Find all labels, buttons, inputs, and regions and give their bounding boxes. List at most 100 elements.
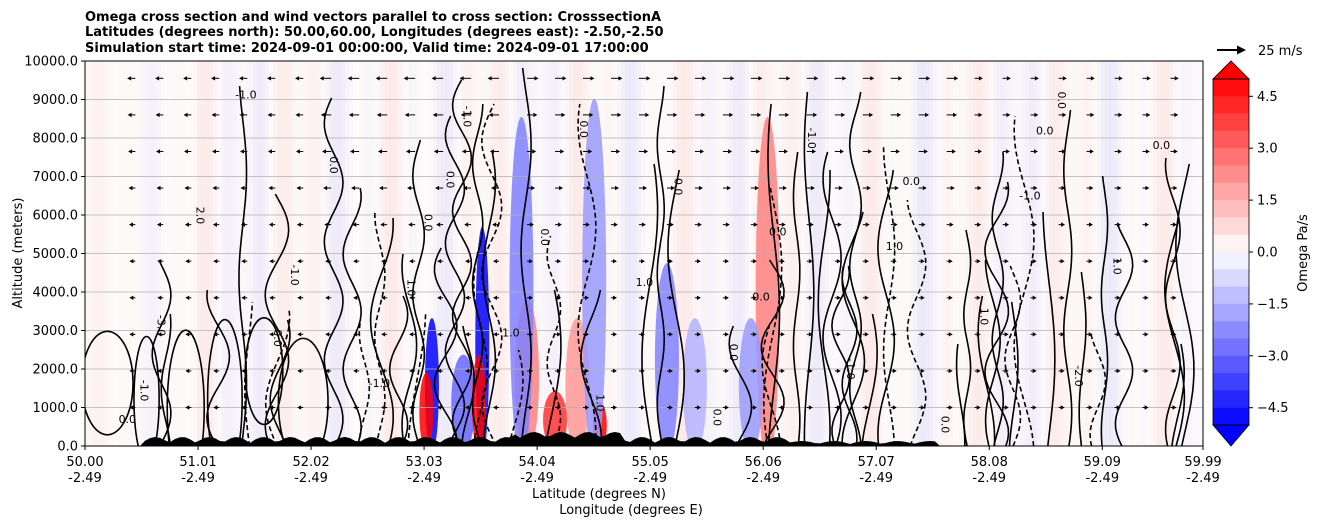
y-tick-label: 6000.0 [33,209,79,224]
wind-vector-head [1005,222,1010,227]
wind-vector-head [925,112,930,118]
wind-vector-head [1116,295,1121,300]
wind-vector-head [696,259,701,264]
wind-vector-head [347,76,352,81]
wind-vector-head [268,185,273,191]
contour-line [760,259,785,446]
wind-vector-head [463,185,468,191]
wind-vector-head [926,76,931,81]
wind-vector-head [948,405,953,410]
x-tick-label-longitude: -2.49 [746,471,780,486]
wind-vector-head [213,259,218,264]
contour-line [401,253,418,446]
contour-label: 1.0 [594,394,607,412]
contour-line [1164,157,1181,446]
wind-vector-head [1005,149,1010,154]
wind-vector-head [948,259,953,264]
wind-vector-head [432,112,437,118]
x-tick-label-latitude: 57.07 [858,455,895,470]
contour-line [962,229,972,446]
contour-line [877,169,896,446]
wind-vector-head [1004,405,1009,410]
wind-vector-head [951,149,956,154]
wind-vector-head [1033,222,1038,227]
wind-vector-head [1032,368,1037,374]
wind-vector-head [729,112,734,118]
contour-label: 0.0 [769,226,787,239]
wind-vector-head [465,368,470,374]
contour-line [444,115,466,446]
contour-line [848,91,863,446]
wind-vector-head [808,368,813,374]
wind-vector-head [322,149,327,154]
wind-vector-head [437,405,442,410]
wind-vector-head [808,332,813,337]
wind-vector-head [239,112,244,118]
wind-vector-head [465,295,470,300]
wind-vector-head [814,76,819,81]
wind-vector-head [1060,259,1065,264]
contour-line [656,85,666,446]
contour-label: 0.0 [1036,125,1054,138]
wind-vector-head [157,259,162,264]
wind-vector-head [836,332,841,337]
contour-label: 1.0 [502,327,520,340]
contour-line [151,259,172,446]
wind-vector-head [920,368,925,374]
wind-vector-head [1033,149,1038,154]
contour-line [482,151,497,446]
contour-line [206,318,243,446]
wind-vector-head [953,112,958,118]
wind-vector-head [489,149,494,154]
contour-label: 1.0 [636,276,654,289]
quiver-key-arrowhead [1237,45,1246,55]
omega-contours [85,67,1195,446]
wind-vector-head [950,185,955,191]
y-tick-label: 5000.0 [33,247,79,262]
wind-vector-head [898,76,903,81]
wind-vector-head [836,368,841,374]
wind-vector-head [753,222,758,227]
wind-vector-head [184,185,189,191]
wind-vector-head [1174,112,1179,118]
title-line-3: Simulation start time: 2024-09-01 00:00:… [85,41,649,56]
wind-vector-head [1005,185,1010,191]
wind-vector-head [668,259,673,264]
contour-label: 1.0 [977,308,990,326]
wind-vector-head [155,76,160,81]
wind-vector-head [923,149,928,154]
wind-vector-head [976,259,981,264]
wind-vector-head [435,185,440,191]
wind-vector-head [1032,295,1037,300]
contour-line [269,319,291,446]
colorbar-ticks: 4.5 3.0 1.5 0.0 −1.5 −3.0 −4.5 [1249,90,1289,416]
wind-vector-head [948,295,953,300]
wind-vector-head [1145,185,1150,191]
wind-vector-head [212,185,217,191]
wind-vector-head [297,332,302,337]
omega-feature [419,372,434,446]
wind-vector-head [752,259,757,264]
wind-vector-head [437,259,442,264]
contour-label: -1.0 [288,264,301,285]
contour-line [461,325,476,446]
wind-vector-head [185,405,190,410]
wind-vector-head [1088,405,1093,410]
wind-vector-head [782,185,787,191]
contour-line [984,259,1001,446]
contour-line [472,241,489,446]
contour-line [160,313,172,446]
wind-vector-head [1172,368,1177,374]
contour-label: 0.0 [327,156,340,174]
colorbar-label: Omega Pa/s [1296,214,1311,292]
wind-vector-head [297,259,302,264]
contour-line [1100,175,1109,446]
wind-vector-head [894,185,899,191]
contour-label: -1.0 [805,127,818,148]
wind-vector-head [644,149,649,154]
y-axis-label: Altitude (meters) [11,198,26,309]
wind-vector-head [724,405,729,410]
wind-vector-head [557,295,562,300]
wind-vector-head [780,295,785,300]
wind-vector-head [669,222,674,227]
